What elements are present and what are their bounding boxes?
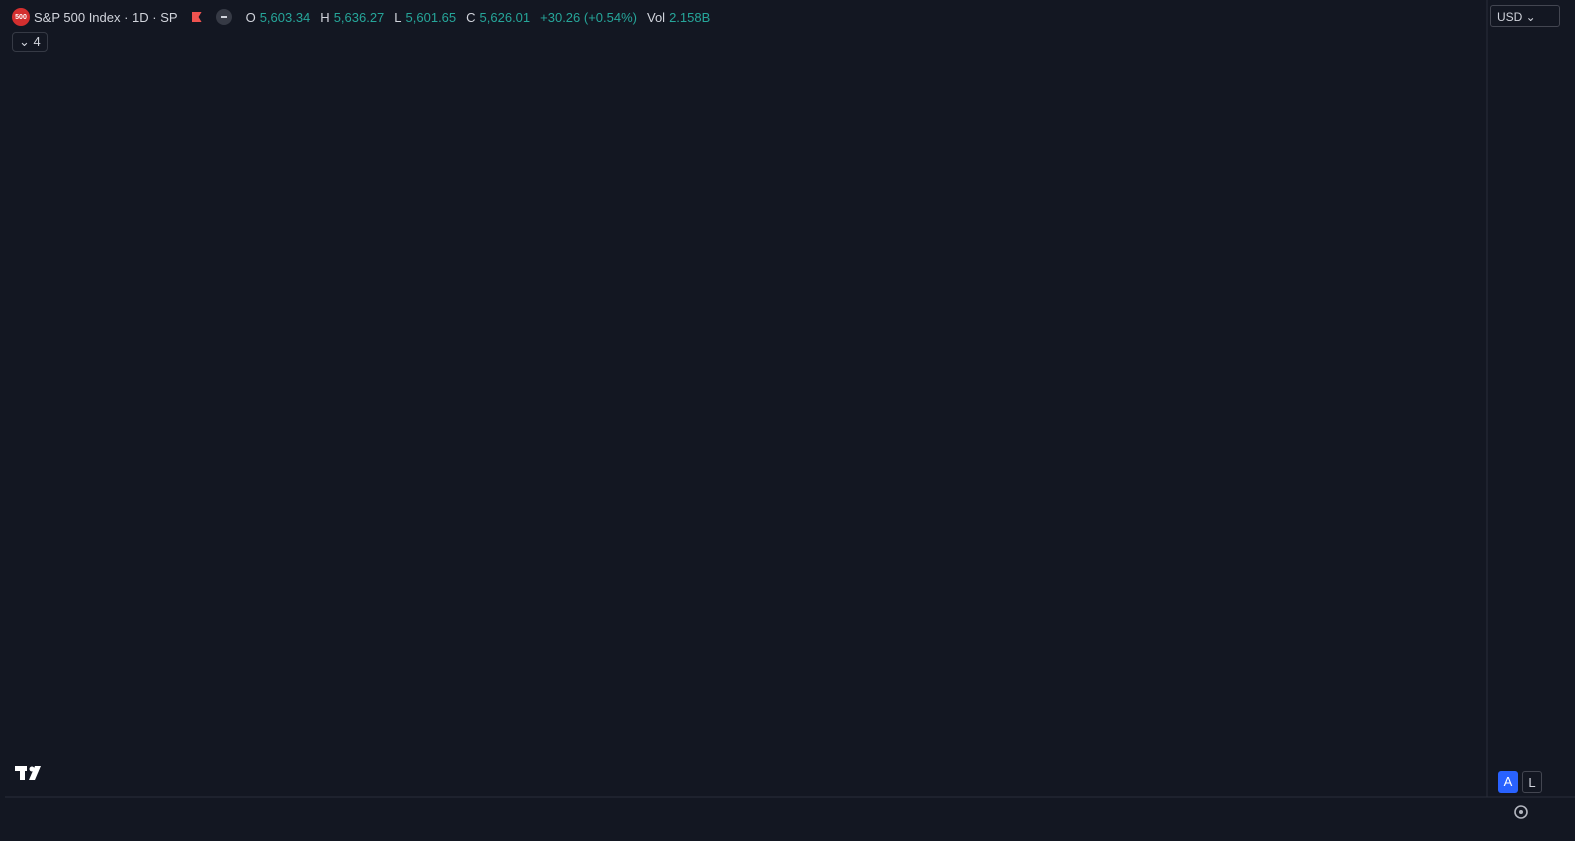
volume-value: 2.158B — [669, 9, 711, 25]
symbol-logo: 500 — [12, 8, 30, 26]
open-value: 5,603.34 — [259, 9, 311, 25]
settings-icon[interactable] — [1514, 805, 1528, 819]
indicator-count: 4 — [33, 34, 41, 49]
open-label: O — [245, 9, 256, 25]
high-value: 5,636.27 — [333, 9, 385, 25]
indicators-toggle[interactable]: ⌄ 4 — [12, 32, 48, 52]
volume-label: Vol — [647, 9, 666, 25]
close-label: C — [466, 9, 476, 25]
auto-scale-button[interactable]: A — [1498, 771, 1518, 793]
symbol-title[interactable]: S&P 500 Index · 1D · SP — [34, 9, 178, 25]
tv-logo — [15, 766, 41, 780]
low-label: L — [394, 9, 402, 25]
flag-icon[interactable] — [191, 12, 202, 22]
close-value: 5,626.01 — [479, 9, 531, 25]
low-value: 5,601.65 — [405, 9, 457, 25]
log-scale-button[interactable]: L — [1522, 771, 1542, 793]
change-value: +30.26 (+0.54%) — [540, 9, 637, 25]
currency: USD — [1497, 10, 1523, 24]
collapse-icon[interactable] — [215, 9, 232, 25]
currency-select[interactable]: USD ⌄ — [1490, 5, 1560, 27]
high-label: H — [320, 9, 330, 25]
